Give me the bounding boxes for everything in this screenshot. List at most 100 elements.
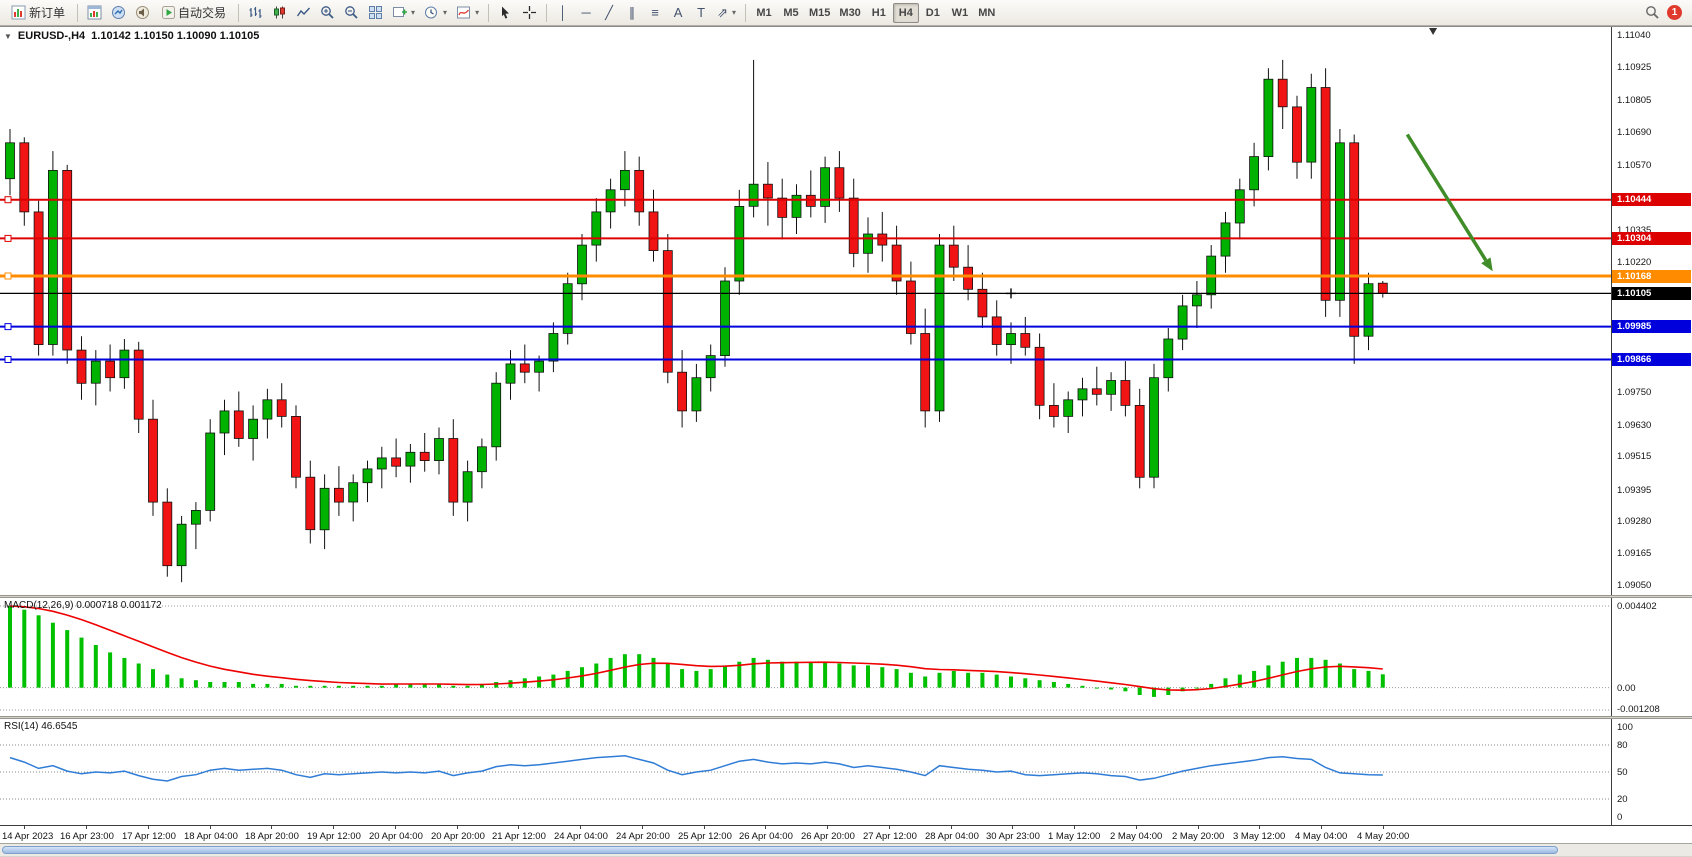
level-price-badge: 1.10304 [1612, 231, 1691, 245]
current-price-badge: 1.10105 [1612, 286, 1691, 300]
new-order-button[interactable]: 新订单 [4, 3, 72, 23]
line-chart-type-button[interactable] [292, 3, 315, 23]
search-button[interactable] [1641, 3, 1664, 23]
time-axis-label: 25 Apr 12:00 [678, 831, 732, 842]
label-tool-button[interactable]: T [690, 3, 712, 23]
panel-splitter[interactable] [0, 716, 1692, 719]
timeframe-w1-button[interactable]: W1 [947, 3, 973, 23]
text-tool-icon: A [673, 5, 683, 20]
indicators-dropdown[interactable]: ▾ [452, 3, 483, 23]
timeframe-m30-button[interactable]: M30 [835, 3, 864, 23]
macd-axis-label: -0.001208 [1617, 704, 1660, 715]
rsi-chart[interactable]: RSI(14) 46.6545 [0, 719, 1612, 825]
time-axis-label: 18 Apr 20:00 [245, 831, 299, 842]
panel-splitter[interactable] [0, 595, 1692, 598]
shapes-tool-dropdown[interactable]: ⇗ ▾ [713, 3, 740, 23]
trendline-icon: ╱ [605, 5, 613, 20]
chart-header: ▼ EURUSD-,H4 1.10142 1.10150 1.10090 1.1… [4, 30, 259, 42]
horizontal-scrollbar[interactable] [0, 843, 1692, 856]
timeframe-label: W1 [951, 6, 969, 19]
zoom-out-icon [345, 6, 358, 19]
chart-window: ▼ EURUSD-,H4 1.10142 1.10150 1.10090 1.1… [0, 26, 1692, 856]
time-axis[interactable]: 14 Apr 2023 16 Apr 23:00 17 Apr 12:00 18 Ap… [0, 825, 1692, 843]
autotrading-button[interactable]: 自动交易 [155, 3, 233, 23]
cursor-arrow-icon [502, 6, 510, 19]
timeframe-d1-button[interactable]: D1 [920, 3, 946, 23]
cursor-button[interactable] [494, 3, 517, 23]
candlestick-chart-type-button[interactable] [268, 3, 291, 23]
level-price-badge: 1.10444 [1612, 193, 1691, 207]
time-axis-label: 14 Apr 2023 [2, 831, 54, 842]
time-axis-label: 20 Apr 20:00 [431, 831, 485, 842]
macd-chart[interactable]: MACD(12,26,9) 0.000718 0.001172 [0, 598, 1612, 716]
candlestick-svg [0, 28, 1611, 583]
period-dropdown[interactable]: ▾ [420, 3, 451, 23]
time-axis-label: 21 Apr 12:00 [492, 831, 546, 842]
toolbar-separator [488, 3, 490, 22]
price-tick-label: 1.09395 [1617, 484, 1652, 496]
timeframe-h1-button[interactable]: H1 [866, 3, 892, 23]
new-chart-plus-icon [393, 7, 408, 17]
alerts-button[interactable] [131, 3, 154, 23]
fibonacci-icon: ≡ [651, 5, 659, 20]
tile-windows-button[interactable] [364, 3, 387, 23]
toolbar-separator [77, 3, 79, 22]
timeframe-mn-button[interactable]: MN [974, 3, 1000, 23]
symbol-label: EURUSD-,H4 [17, 30, 86, 42]
timeframe-m1-button[interactable]: M1 [751, 3, 777, 23]
bar-chart-type-button[interactable] [244, 3, 267, 23]
channel-icon: ∥ [628, 5, 636, 20]
timeframe-label: M5 [783, 6, 799, 19]
timeframe-m15-button[interactable]: M15 [805, 3, 834, 23]
dropdown-arrow-icon: ▾ [731, 8, 736, 17]
time-axis-label: 18 Apr 04:00 [184, 831, 238, 842]
horizontal-line-tool-button[interactable]: ─ [575, 3, 597, 23]
macd-axis[interactable]: 0.004402 0.00 -0.001208 [1612, 598, 1691, 716]
notification-badge[interactable]: 1 [1667, 5, 1682, 20]
charts-button[interactable] [83, 3, 106, 23]
price-tick-label: 1.10220 [1617, 256, 1652, 268]
profiles-button[interactable] [107, 3, 130, 23]
crosshair-icon [523, 6, 537, 19]
price-tick-label: 1.11040 [1617, 30, 1651, 41]
text-tool-button[interactable]: A [667, 3, 689, 23]
rsi-axis-label: 0 [1617, 812, 1623, 823]
crosshair-button[interactable] [518, 3, 541, 23]
candlestick-chart[interactable]: ▼ EURUSD-,H4 1.10142 1.10150 1.10090 1.1… [0, 27, 1612, 595]
macd-axis-label: 0.004402 [1617, 601, 1657, 612]
toolbar-separator [238, 3, 240, 22]
chart-menu-icon[interactable]: ▼ [4, 31, 12, 41]
rsi-axis-label: 100 [1617, 722, 1633, 733]
timeframe-label: M1 [756, 6, 772, 19]
toolbar-separator [546, 3, 548, 22]
timeframe-h4-button[interactable]: H4 [892, 2, 919, 23]
ohlc-values: 1.10142 1.10150 1.10090 1.10105 [91, 30, 260, 42]
trendline-tool-button[interactable]: ╱ [598, 3, 620, 23]
timeframe-label: MN [978, 6, 996, 19]
tile-windows-icon [369, 6, 383, 19]
zoom-in-button[interactable] [316, 3, 339, 23]
time-axis-label: 3 May 12:00 [1233, 831, 1286, 842]
price-tick-label: 1.10335 [1617, 224, 1652, 236]
fibonacci-tool-button[interactable]: ≡ [644, 3, 666, 23]
speaker-icon [136, 6, 150, 19]
new-order-label: 新订单 [29, 6, 66, 20]
zoom-out-button[interactable] [340, 3, 363, 23]
time-axis-label: 26 Apr 04:00 [739, 831, 793, 842]
new-order-icon [11, 5, 26, 20]
horizontal-line-icon: ─ [581, 5, 591, 20]
price-tick-label: 1.09280 [1617, 516, 1652, 528]
price-tick-label: 1.10690 [1617, 126, 1652, 138]
vertical-line-tool-button[interactable]: │ [552, 3, 574, 23]
toolbar: 新订单 自动交易 [0, 0, 1692, 26]
rsi-axis[interactable]: 100 80 50 20 0 [1612, 719, 1691, 825]
time-axis-label: 2 May 20:00 [1172, 831, 1225, 842]
time-axis-label: 16 Apr 23:00 [60, 831, 114, 842]
new-chart-dropdown[interactable]: ▾ [388, 3, 419, 23]
timeframe-m5-button[interactable]: M5 [778, 3, 804, 23]
time-axis-label: 4 May 20:00 [1357, 831, 1410, 842]
channel-tool-button[interactable]: ∥ [621, 3, 643, 23]
price-axis[interactable]: 1.11040 1.10925 1.10805 1.10690 1.10570 1.103… [1612, 27, 1691, 595]
candlestick-icon [274, 6, 286, 19]
scrollbar-thumb[interactable] [2, 846, 1558, 854]
